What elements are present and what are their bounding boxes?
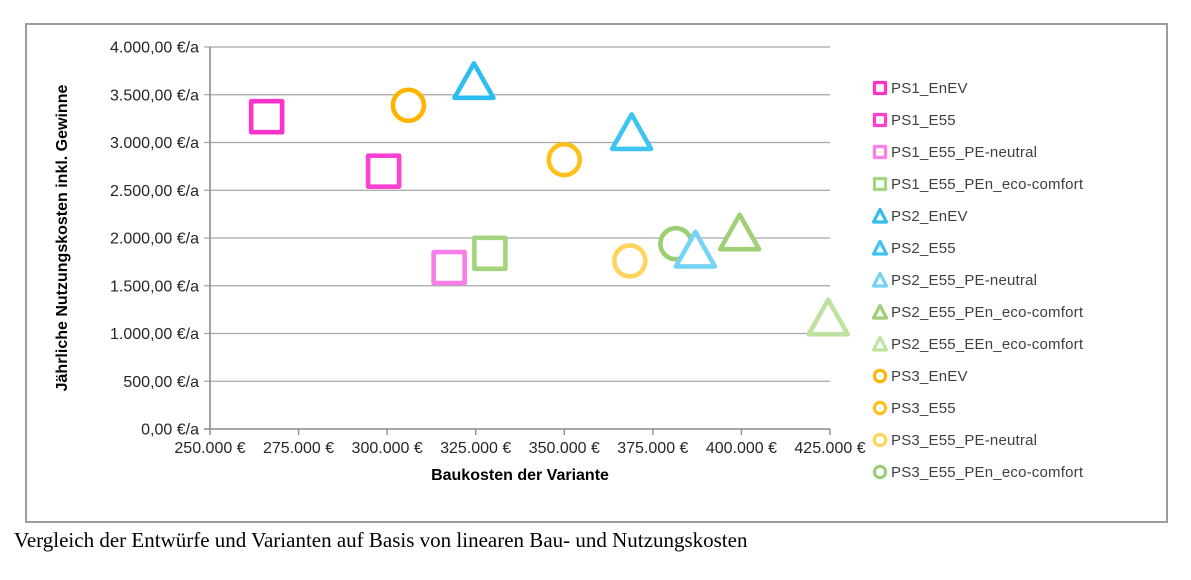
x-tick-label: 375.000 € — [617, 440, 688, 457]
legend-item: PS2_E55_EEn_eco-comfort — [872, 328, 1162, 360]
chart-legend: PS1_EnEV PS1_E55 PS1_E55_PE-neutral PS1_E55… — [872, 72, 1162, 488]
y-tick-label: 4.000,00 €/a — [110, 40, 199, 57]
circle-marker-icon — [872, 464, 888, 480]
x-tick-label: 250.000 € — [174, 440, 245, 457]
marker-PS1_E55_PE-neutral — [431, 249, 467, 286]
marker-PS1_E55 — [365, 153, 402, 189]
x-tick-label: 400.000 € — [706, 440, 777, 457]
y-tick-label: 500,00 €/a — [123, 374, 199, 391]
circle-marker-icon — [872, 432, 888, 448]
triangle-marker-icon — [872, 304, 888, 320]
y-tick-label: 2.000,00 €/a — [110, 231, 199, 248]
scatter-plot: 0,00 €/a 500,00 €/a 1.000,00 €/a 1.500,00 €… — [54, 40, 866, 485]
triangle-marker-icon — [872, 208, 888, 224]
legend-item: PS2_EnEV — [872, 200, 1162, 232]
legend-item: PS1_E55 — [872, 104, 1162, 136]
marker-PS1_E55_PEn_eco-comfort — [472, 235, 508, 272]
legend-item: PS1_EnEV — [872, 72, 1162, 104]
square-marker-icon — [872, 80, 888, 96]
y-tick-label: 3.500,00 €/a — [110, 87, 199, 104]
x-tick-label: 275.000 € — [263, 440, 334, 457]
chart-frame: 0,00 €/a 500,00 €/a 1.000,00 €/a 1.500,00 €… — [25, 23, 1168, 523]
legend-item-label: PS3_E55_PEn_eco-comfort — [891, 463, 1084, 481]
y-tick-label: 3.000,00 €/a — [110, 135, 199, 152]
legend-item-label: PS3_E55 — [891, 399, 956, 417]
marker-PS2_EnEV — [452, 61, 496, 101]
y-tick-label: 0,00 €/a — [141, 422, 199, 439]
circle-marker-icon — [872, 400, 888, 416]
legend-item-label: PS1_EnEV — [891, 79, 968, 97]
triangle-marker-icon — [872, 272, 888, 288]
marker-PS2_E55_EEn_eco-comfort — [806, 297, 851, 337]
legend-item-label: PS2_EnEV — [891, 207, 968, 225]
circle-marker-icon — [872, 368, 888, 384]
marker-PS3_E55_PE-neutral — [612, 243, 648, 279]
legend-item: PS3_E55_PE-neutral — [872, 424, 1162, 456]
legend-item-label: PS2_E55_PE-neutral — [891, 271, 1038, 289]
square-marker-icon — [872, 112, 888, 128]
square-marker-icon — [872, 144, 888, 160]
y-tick-label: 1.000,00 €/a — [110, 326, 199, 343]
legend-item: PS2_E55 — [872, 232, 1162, 264]
triangle-marker-icon — [872, 240, 888, 256]
x-axis-title: Baukosten der Variante — [431, 467, 609, 484]
legend-item-label: PS1_E55_PEn_eco-comfort — [891, 175, 1084, 193]
legend-item-label: PS1_E55_PE-neutral — [891, 143, 1038, 161]
marker-PS2_E55_PE-neutral — [673, 229, 718, 269]
legend-item: PS3_E55_PEn_eco-comfort — [872, 456, 1162, 488]
figure-caption: Vergleich der Entwürfe und Varianten auf… — [14, 528, 748, 552]
x-tick-label: 300.000 € — [352, 440, 423, 457]
legend-item: PS2_E55_PE-neutral — [872, 264, 1162, 296]
legend-item-label: PS2_E55_EEn_eco-comfort — [891, 335, 1084, 353]
y-axis-title: Jährliche Nutzungskosten inkl. Gewinne — [54, 85, 71, 392]
marker-PS3_E55 — [546, 141, 583, 178]
marker-PS2_E55 — [609, 112, 654, 152]
legend-item: PS1_E55_PEn_eco-comfort — [872, 168, 1162, 200]
y-tick-label: 1.500,00 €/a — [110, 278, 199, 295]
marker-PS1_EnEV — [248, 98, 285, 135]
legend-item: PS2_E55_PEn_eco-comfort — [872, 296, 1162, 328]
legend-item-label: PS3_E55_PE-neutral — [891, 431, 1038, 449]
legend-item: PS3_EnEV — [872, 360, 1162, 392]
legend-item-label: PS2_E55 — [891, 239, 956, 257]
legend-item-label: PS3_EnEV — [891, 367, 968, 385]
marker-PS3_EnEV — [390, 87, 427, 124]
legend-item-label: PS1_E55 — [891, 111, 956, 129]
x-tick-label: 350.000 € — [529, 440, 600, 457]
legend-item: PS1_E55_PE-neutral — [872, 136, 1162, 168]
legend-item: PS3_E55 — [872, 392, 1162, 424]
x-tick-label: 325.000 € — [440, 440, 511, 457]
y-tick-label: 2.500,00 €/a — [110, 183, 199, 200]
triangle-marker-icon — [872, 336, 888, 352]
square-marker-icon — [872, 176, 888, 192]
legend-item-label: PS2_E55_PEn_eco-comfort — [891, 303, 1084, 321]
marker-PS2_E55_PEn_eco-comfort — [717, 212, 762, 252]
x-tick-label: 425.000 € — [794, 440, 865, 457]
